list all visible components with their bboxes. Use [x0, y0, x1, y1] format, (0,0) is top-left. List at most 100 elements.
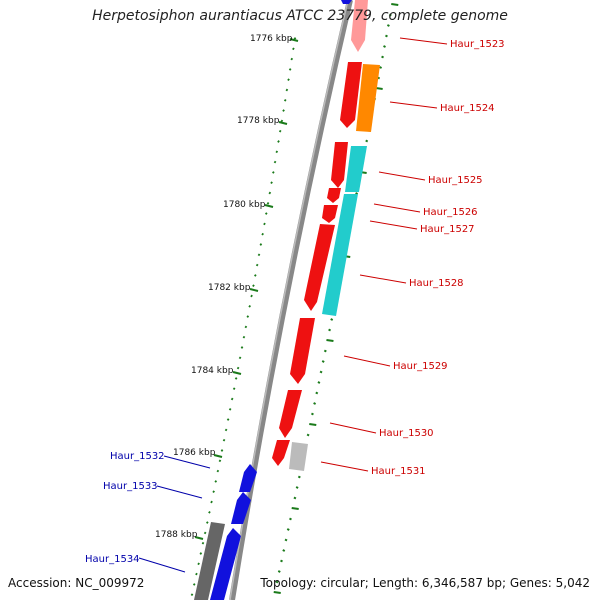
gene-label-haur-1528[interactable]: Haur_1528 [409, 278, 464, 289]
scale-label-1782: 1782 kbp [208, 283, 251, 293]
outer-tick-mark [284, 538, 288, 542]
gene-label-haur-1530[interactable]: Haur_1530 [379, 428, 434, 439]
gene-arrow-haur-1531[interactable] [272, 440, 290, 466]
outer-tick-mark [310, 412, 314, 416]
gene-label-haur-1524[interactable]: Haur_1524 [440, 103, 495, 114]
inner-tick-mark [195, 572, 198, 576]
outer-tick-mark [317, 381, 321, 384]
outer-tick-mark [282, 549, 286, 552]
inner-tick-mark [255, 263, 259, 267]
gene-label-haur-1523[interactable]: Haur_1523 [450, 39, 505, 50]
gene-arrow-haur-1524[interactable] [356, 64, 380, 132]
inner-tick-mark [280, 119, 284, 123]
gene-arrow-haur-1532[interactable] [239, 464, 257, 492]
outer-tick-mark [297, 475, 301, 479]
major-tick-mark [278, 121, 288, 125]
scale-label-1786: 1786 kbp [173, 448, 216, 458]
gene-arrow-haur-1529[interactable] [290, 318, 315, 384]
major-tick-mark [232, 371, 242, 375]
scale-label-1776: 1776 kbp [250, 34, 293, 44]
gene-labels: Haur_1523 Haur_1524 Haur_1525 Haur_1526 … [85, 39, 505, 565]
inner-tick-mark [246, 315, 250, 318]
gene-label-haur-1531[interactable]: Haur_1531 [371, 466, 426, 477]
gene-arrow-gray-block[interactable] [194, 522, 225, 600]
inner-tick-mark [290, 57, 294, 61]
outer-tick-mark [306, 433, 310, 437]
gene-arrow-haur-1523[interactable] [351, 0, 368, 52]
reverse-strand-genes [194, 0, 352, 600]
gene-arrow-haur-1524-red[interactable] [340, 62, 362, 128]
gene-arrow-blue-top[interactable] [341, 0, 352, 4]
inner-tick-mark [190, 593, 194, 597]
gene-arrow-haur-1525-red[interactable] [331, 142, 348, 188]
gene-arrow-haur-1531-gray[interactable] [289, 442, 308, 471]
outer-tick-mark [319, 370, 323, 374]
outer-tick-mark [295, 486, 299, 489]
inner-tick-mark [266, 201, 270, 205]
inner-tick-mark [234, 377, 238, 380]
inner-tick-mark [197, 562, 200, 566]
gene-arrow-haur-1528[interactable] [322, 194, 358, 316]
outer-tick-mark [275, 580, 279, 584]
inner-tick-mark [218, 459, 222, 463]
scale-label-1780: 1780 kbp [223, 200, 266, 210]
outer-tick-mark [321, 360, 325, 363]
leader-line [389, 101, 438, 109]
inner-tick-mark [236, 366, 240, 370]
gene-arrow-haur-1528-red[interactable] [304, 224, 335, 311]
gene-arrow-haur-1534[interactable] [210, 528, 241, 600]
outer-tick-mark [391, 3, 399, 6]
gene-label-haur-1533[interactable]: Haur_1533 [103, 481, 158, 492]
gene-label-haur-1525[interactable]: Haur_1525 [428, 175, 483, 186]
inner-tick-mark [293, 37, 297, 40]
inner-tick-mark [287, 78, 290, 82]
inner-tick-mark [257, 253, 261, 257]
inner-tick-mark [261, 232, 264, 236]
outer-tick-mark [330, 318, 334, 321]
gene-label-haur-1527[interactable]: Haur_1527 [420, 224, 475, 235]
gene-arrow-haur-1530[interactable] [279, 390, 302, 438]
scale-label-1778: 1778 kbp [237, 116, 280, 126]
accession-text: Accession: NC_009972 [8, 576, 145, 590]
gene-label-haur-1529[interactable]: Haur_1529 [393, 361, 448, 372]
outer-tick-mark [313, 402, 317, 405]
outer-tick-mark [289, 517, 292, 521]
major-tick-mark [194, 536, 204, 540]
outer-tick-mark [293, 496, 297, 500]
inner-tick-mark [272, 171, 275, 174]
inner-tick-mark [242, 335, 246, 339]
inner-tick-mark [278, 129, 282, 133]
major-tick-mark [289, 38, 299, 42]
gene-arrow-haur-1526[interactable] [327, 188, 341, 203]
inner-tick-mark [210, 500, 213, 504]
gene-arrow-haur-1533[interactable] [231, 492, 251, 524]
leader-line [369, 220, 418, 230]
gene-label-haur-1526[interactable]: Haur_1526 [423, 207, 478, 218]
outer-tick-mark [386, 24, 390, 27]
gene-arrow-haur-1525[interactable] [345, 146, 367, 192]
inner-tick-mark [277, 140, 280, 143]
inner-tick-mark [205, 521, 209, 524]
inner-tick-mark [220, 449, 224, 452]
inner-tick-mark [254, 274, 257, 277]
leader-line [138, 557, 186, 573]
leader-line [329, 422, 377, 434]
inner-tick-mark [199, 552, 203, 555]
inner-tick-mark [282, 109, 285, 112]
leader-line [378, 171, 426, 181]
inner-tick-mark [264, 212, 268, 215]
inner-tick-mark [203, 531, 207, 535]
gene-label-haur-1534[interactable]: Haur_1534 [85, 554, 140, 565]
inner-tick-mark [212, 490, 215, 494]
outer-tick-mark [355, 192, 359, 195]
genome-backbone [229, 0, 353, 600]
inner-scale-ticks [190, 37, 299, 597]
outer-tick-mark [379, 66, 383, 69]
gene-arrow-haur-1527[interactable] [322, 205, 338, 223]
gene-label-haur-1532[interactable]: Haur_1532 [110, 451, 165, 462]
outer-tick-mark [291, 507, 299, 510]
inner-tick-mark [222, 438, 226, 442]
outer-tick-mark [328, 328, 332, 332]
